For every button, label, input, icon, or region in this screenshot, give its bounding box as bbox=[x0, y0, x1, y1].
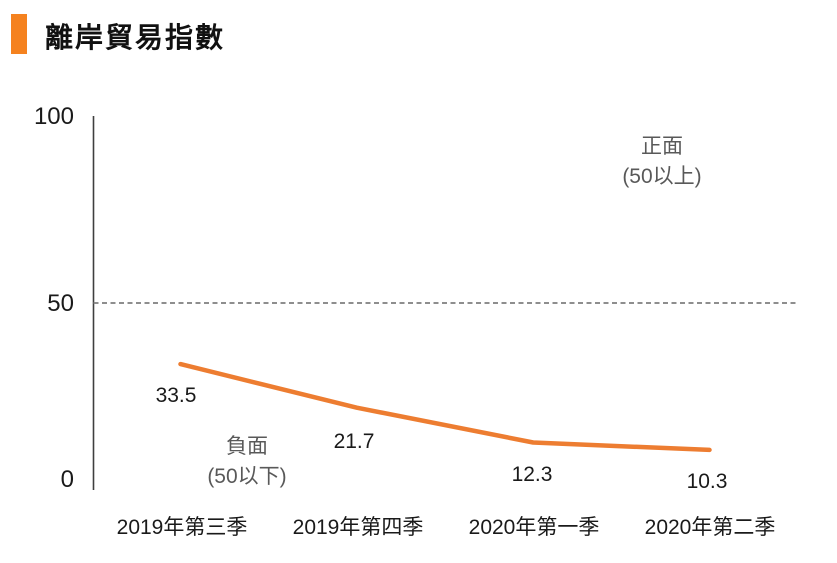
x-tick-label-2020q2: 2020年第二季 bbox=[644, 516, 776, 539]
value-label-2020q2: 10.3 bbox=[686, 470, 728, 493]
value-label-2020q1: 12.3 bbox=[511, 463, 553, 486]
y-tick-label-0: 0 bbox=[60, 466, 74, 493]
annotation-positive-line1: 正面 bbox=[641, 135, 683, 158]
x-tick-label-2019q4: 2019年第四季 bbox=[292, 516, 424, 539]
annotation-positive-line2: (50以上) bbox=[622, 165, 702, 188]
annotation-negative-line1: 負面 bbox=[226, 435, 268, 458]
title-accent-bar bbox=[11, 14, 27, 54]
annotation-negative-line2: (50以下) bbox=[207, 465, 287, 488]
annotation-positive-zone: 正面 (50以上) bbox=[562, 132, 762, 192]
x-tick-label-2020q1: 2020年第一季 bbox=[468, 516, 600, 539]
chart-title: 離岸貿易指數 bbox=[45, 22, 226, 53]
annotation-negative-zone: 負面 (50以下) bbox=[147, 432, 347, 492]
value-label-2019q4: 21.7 bbox=[333, 430, 375, 453]
trend-line bbox=[178, 361, 712, 453]
value-label-2019q3: 33.5 bbox=[155, 384, 197, 407]
y-tick-label-100: 100 bbox=[33, 103, 74, 130]
x-tick-label-2019q3: 2019年第三季 bbox=[116, 516, 248, 539]
y-tick-label-50: 50 bbox=[47, 290, 74, 317]
